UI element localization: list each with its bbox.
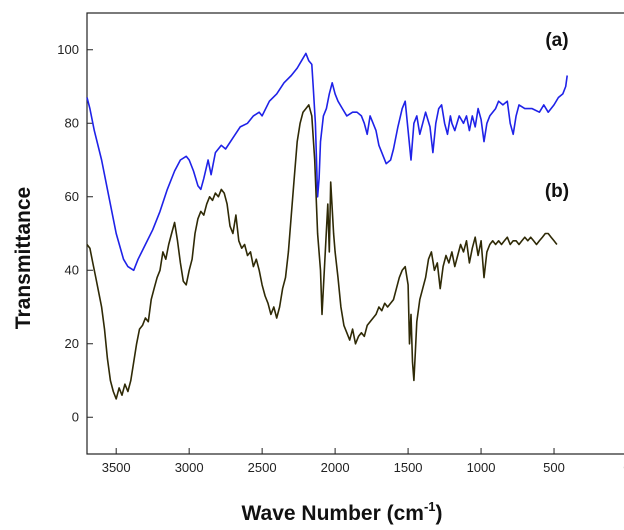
x-tick-label: 3500 — [102, 460, 131, 475]
x-tick-label: 500 — [543, 460, 565, 475]
x-tick-label: 3000 — [175, 460, 204, 475]
annotation-label-b: (b) — [545, 181, 569, 202]
y-tick-label: 100 — [57, 42, 79, 57]
series-group — [86, 52, 568, 400]
y-axis-title: Transmittance — [12, 187, 35, 329]
plot-frame — [86, 12, 624, 455]
annotation-label-a: (a) — [545, 30, 568, 51]
annotations: (a) (b) — [545, 30, 569, 202]
x-axis-title-superscript: -1 — [424, 499, 436, 514]
y-tick-label: 60 — [65, 189, 79, 204]
series-line-b — [86, 104, 558, 400]
x-tick-label: 1000 — [467, 460, 496, 475]
x-axis-title-suffix: ) — [436, 502, 443, 525]
x-tick-label: 2000 — [321, 460, 350, 475]
x-axis-title-main: Wave Number (cm — [242, 502, 424, 525]
y-tick-label: 0 — [72, 409, 79, 424]
x-tick-label: 1500 — [394, 460, 423, 475]
x-axis-title: Wave Number (cm-1) — [242, 499, 443, 525]
axis-ticks: 3500300025002000150010005000020406080100 — [57, 42, 624, 475]
y-tick-label: 20 — [65, 336, 79, 351]
y-tick-label: 80 — [65, 115, 79, 130]
series-line-a — [86, 52, 568, 272]
y-tick-label: 40 — [65, 262, 79, 277]
x-tick-label: 2500 — [248, 460, 277, 475]
